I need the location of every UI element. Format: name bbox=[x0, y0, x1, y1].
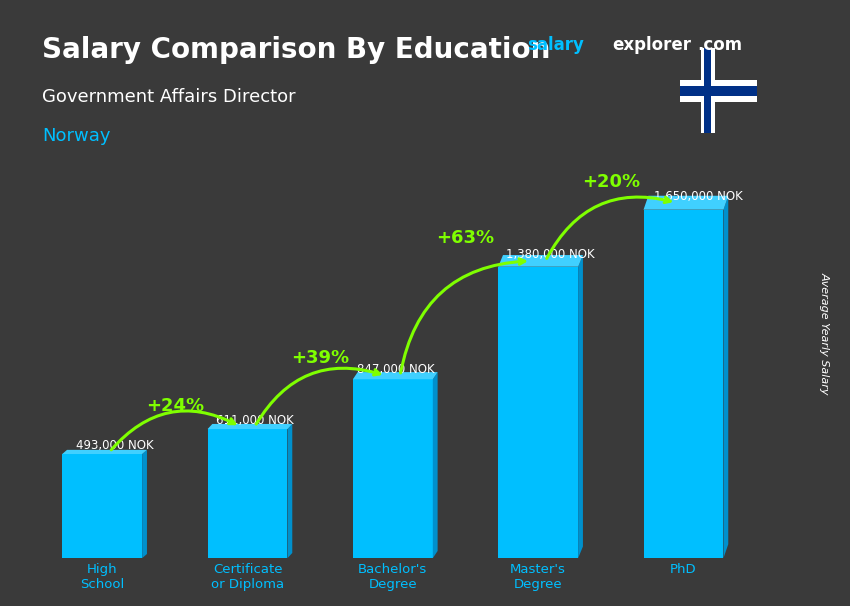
Bar bbox=[207, 429, 287, 558]
Bar bbox=[680, 80, 756, 101]
Bar bbox=[701, 48, 715, 133]
Text: +63%: +63% bbox=[436, 228, 495, 247]
Polygon shape bbox=[287, 424, 292, 558]
Bar bbox=[498, 267, 578, 558]
Polygon shape bbox=[498, 255, 583, 267]
Text: 847,000 NOK: 847,000 NOK bbox=[356, 362, 434, 376]
Bar bbox=[705, 48, 711, 133]
Bar bbox=[643, 210, 723, 558]
Text: +39%: +39% bbox=[291, 349, 349, 367]
Text: salary: salary bbox=[527, 36, 584, 55]
Text: explorer: explorer bbox=[612, 36, 691, 55]
Text: 493,000 NOK: 493,000 NOK bbox=[76, 439, 154, 452]
Text: Salary Comparison By Education: Salary Comparison By Education bbox=[42, 36, 551, 64]
Bar bbox=[353, 379, 433, 558]
Bar bbox=[680, 85, 756, 96]
Text: 1,650,000 NOK: 1,650,000 NOK bbox=[654, 190, 743, 203]
Polygon shape bbox=[207, 424, 292, 429]
Text: +20%: +20% bbox=[581, 173, 640, 191]
Bar bbox=[62, 454, 142, 558]
Text: 611,000 NOK: 611,000 NOK bbox=[216, 413, 293, 427]
Text: Government Affairs Director: Government Affairs Director bbox=[42, 88, 296, 106]
Text: .com: .com bbox=[697, 36, 742, 55]
Polygon shape bbox=[353, 372, 438, 379]
Polygon shape bbox=[142, 450, 147, 558]
Polygon shape bbox=[578, 255, 583, 558]
Text: Norway: Norway bbox=[42, 127, 111, 145]
Text: Average Yearly Salary: Average Yearly Salary bbox=[819, 272, 830, 395]
Polygon shape bbox=[643, 196, 728, 210]
Polygon shape bbox=[62, 450, 147, 454]
Polygon shape bbox=[723, 196, 728, 558]
Text: 1,380,000 NOK: 1,380,000 NOK bbox=[507, 248, 595, 261]
Polygon shape bbox=[433, 372, 438, 558]
Text: +24%: +24% bbox=[146, 397, 204, 415]
